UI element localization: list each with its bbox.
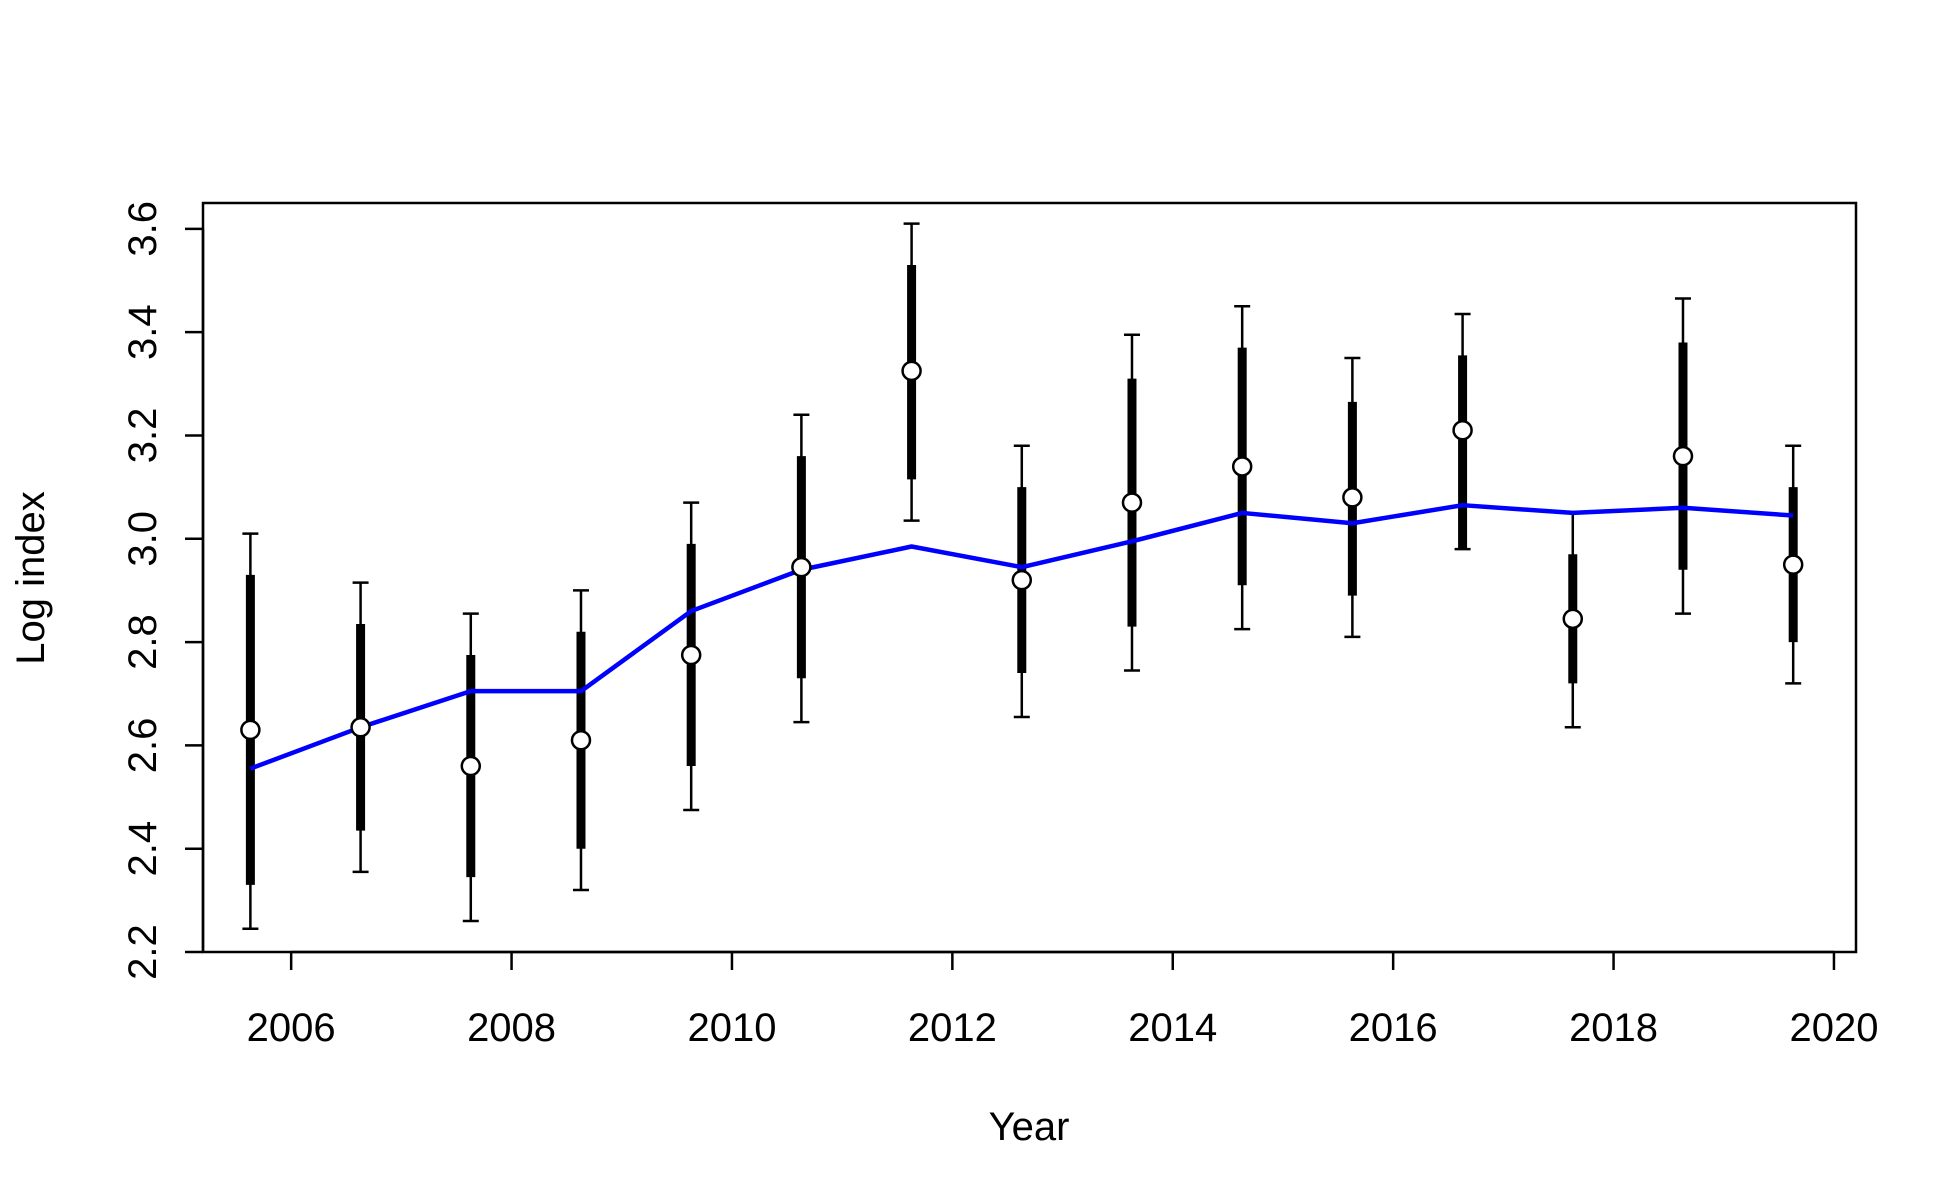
y-tick-label: 2.8 bbox=[121, 614, 165, 670]
observation-point bbox=[1231, 456, 1253, 477]
observation-point bbox=[570, 729, 592, 751]
y-tick-label: 3.0 bbox=[121, 511, 165, 567]
y-tick-label: 3.6 bbox=[121, 201, 165, 257]
x-tick-label: 2008 bbox=[467, 1006, 556, 1050]
y-tick-label: 2.6 bbox=[121, 718, 165, 774]
y-tick-label: 3.4 bbox=[121, 304, 165, 360]
y-tick-label: 3.2 bbox=[121, 408, 165, 464]
fitted-series-line bbox=[249, 502, 1794, 771]
observation-point bbox=[1452, 420, 1473, 441]
observation-point bbox=[350, 717, 371, 738]
y-axis-label: Log index bbox=[9, 491, 53, 664]
observation-point bbox=[1782, 554, 1804, 575]
x-tick-label: 2012 bbox=[908, 1006, 997, 1050]
observation-point bbox=[1342, 487, 1363, 508]
observation-point bbox=[680, 644, 702, 666]
observation-point bbox=[901, 360, 922, 382]
observation-point bbox=[240, 719, 261, 741]
x-tick-label: 2016 bbox=[1349, 1006, 1438, 1050]
y-axis: 2.2 2.4 2.6 2.8 3.0 3.2 3.4 3.6 bbox=[121, 201, 205, 980]
observation-point bbox=[791, 556, 812, 578]
x-tick-label: 2014 bbox=[1128, 1006, 1217, 1050]
x-axis-label: Year bbox=[989, 1105, 1070, 1149]
y-tick-label: 2.4 bbox=[121, 821, 165, 877]
observation-point bbox=[1562, 608, 1584, 630]
x-tick-label: 2010 bbox=[687, 1006, 776, 1050]
x-tick-label: 2006 bbox=[247, 1006, 336, 1050]
x-axis: 2006 2008 2010 2012 2014 2016 2018 2020 bbox=[247, 950, 1878, 1050]
observation-point bbox=[460, 755, 482, 777]
y-tick-label: 2.2 bbox=[121, 924, 165, 980]
observation-points bbox=[240, 360, 1804, 777]
observation-point bbox=[1121, 492, 1143, 513]
x-tick-label: 2018 bbox=[1569, 1006, 1658, 1050]
observation-point bbox=[1011, 569, 1033, 591]
x-tick-label: 2020 bbox=[1789, 1006, 1878, 1050]
observation-point bbox=[1672, 445, 1694, 467]
